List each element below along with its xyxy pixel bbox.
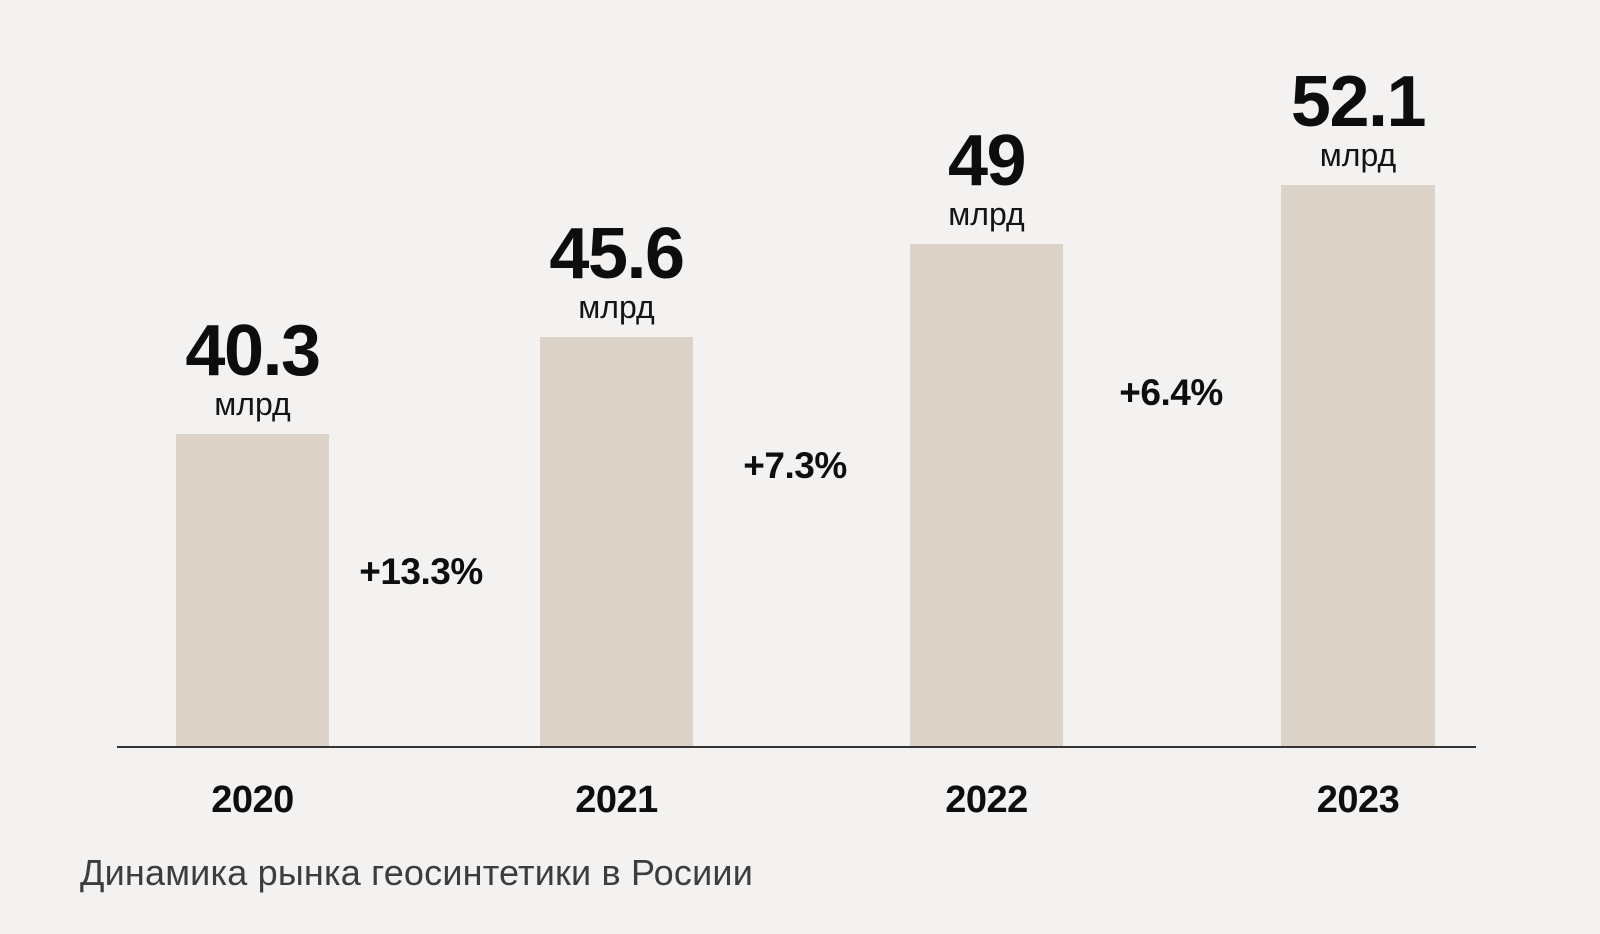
x-tick-2020: 2020 — [211, 779, 294, 821]
bar-2022 — [910, 244, 1063, 746]
chart-title: Динамика рынка геосинтетики в Росиии — [80, 852, 754, 893]
bar-2020 — [176, 434, 329, 746]
growth-label-2020-2021: +13.3% — [359, 551, 483, 592]
growth-label-2022-2023: +6.4% — [1119, 372, 1223, 413]
x-tick-2023: 2023 — [1316, 779, 1400, 821]
value-label: 40.3 млрд — [136, 310, 369, 424]
value-label: 52.1 млрд — [1241, 61, 1475, 175]
value-number: 40.3 — [185, 310, 321, 391]
bar-2021 — [540, 337, 693, 746]
value-number: 52.1 — [1290, 61, 1427, 142]
value-label: 45.6 млрд — [500, 213, 733, 327]
growth-label-2021-2022: +7.3% — [743, 445, 847, 486]
unit-label: млрд — [1319, 137, 1397, 173]
x-tick-2022: 2022 — [945, 779, 1028, 821]
unit-label: млрд — [214, 386, 291, 422]
x-axis-line — [117, 746, 1476, 748]
value-number: 49 — [947, 120, 1027, 201]
value-number: 45.6 — [549, 213, 685, 294]
value-label: 49 млрд — [870, 120, 1103, 234]
bar-2023 — [1281, 185, 1435, 746]
x-tick-2021: 2021 — [575, 779, 658, 821]
unit-label: млрд — [578, 289, 655, 325]
unit-label: млрд — [948, 196, 1025, 232]
